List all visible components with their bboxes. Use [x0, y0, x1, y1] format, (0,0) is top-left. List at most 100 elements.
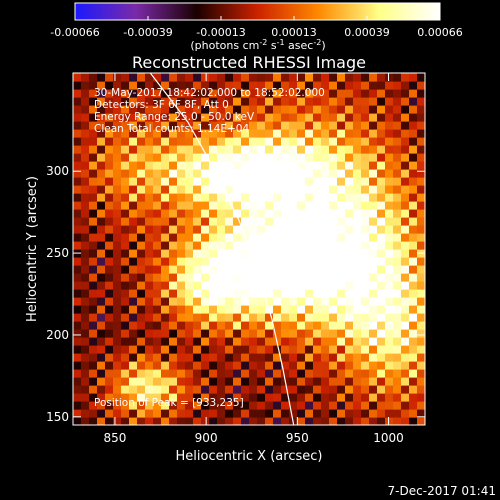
heatmap-cell: [249, 329, 258, 338]
heatmap-cell: [201, 193, 210, 202]
heatmap-cell: [281, 145, 290, 154]
heatmap-cell: [225, 217, 234, 226]
heatmap-cell: [385, 353, 394, 362]
heatmap-cell: [377, 417, 386, 425]
heatmap-cell: [113, 153, 122, 162]
heatmap-cell: [161, 249, 170, 258]
heatmap-cell: [89, 193, 98, 202]
heatmap-cell: [305, 241, 314, 250]
heatmap-cell: [193, 241, 202, 250]
heatmap-cell: [73, 377, 82, 386]
heatmap-cell: [241, 97, 250, 106]
heatmap-cell: [305, 97, 314, 106]
heatmap-cell: [393, 73, 402, 82]
heatmap-cell: [185, 273, 194, 282]
heatmap-cell: [177, 113, 186, 122]
heatmap-cell: [233, 265, 242, 274]
heatmap-cell: [185, 145, 194, 154]
heatmap-cell: [177, 73, 186, 82]
heatmap-cell: [377, 169, 386, 178]
heatmap-cell: [353, 201, 362, 210]
heatmap-cell: [129, 417, 138, 425]
heatmap-cell: [249, 137, 258, 146]
heatmap-cell: [297, 377, 306, 386]
heatmap-cell: [73, 329, 82, 338]
heatmap-cell: [297, 305, 306, 314]
heatmap-cell: [193, 89, 202, 98]
heatmap-cell: [345, 369, 354, 378]
heatmap-cell: [417, 417, 425, 425]
heatmap-cell: [105, 137, 114, 146]
heatmap-cell: [233, 209, 242, 218]
heatmap-cell: [329, 289, 338, 298]
heatmap-cell: [225, 193, 234, 202]
heatmap-cell: [73, 105, 82, 114]
heatmap-cell: [145, 73, 154, 82]
heatmap-cell: [289, 265, 298, 274]
heatmap-cell: [385, 97, 394, 106]
heatmap-cell: [73, 281, 82, 290]
heatmap-cell: [121, 321, 130, 330]
heatmap-cell: [337, 201, 346, 210]
heatmap-cell: [393, 137, 402, 146]
heatmap-cell: [209, 353, 218, 362]
heatmap-cell: [217, 137, 226, 146]
heatmap-cell: [289, 249, 298, 258]
heatmap-cell: [289, 97, 298, 106]
heatmap-cell: [81, 329, 90, 338]
heatmap-cell: [241, 169, 250, 178]
heatmap-cell: [417, 169, 425, 178]
heatmap-cell: [137, 353, 146, 362]
heatmap-cell: [169, 385, 178, 394]
heatmap-cell: [209, 241, 218, 250]
heatmap-cell: [233, 305, 242, 314]
heatmap-cell: [89, 169, 98, 178]
heatmap-cell: [233, 377, 242, 386]
heatmap-cell: [121, 297, 130, 306]
heatmap-cell: [161, 121, 170, 130]
heatmap-cell: [369, 409, 378, 418]
heatmap-cell: [417, 153, 425, 162]
heatmap-cell: [345, 145, 354, 154]
heatmap-cell: [153, 209, 162, 218]
heatmap-cell: [393, 89, 402, 98]
heatmap-cell: [73, 337, 82, 346]
heatmap-cell: [169, 241, 178, 250]
heatmap-cell: [305, 81, 314, 90]
heatmap-cell: [401, 265, 410, 274]
heatmap-cell: [361, 313, 370, 322]
heatmap-cell: [201, 281, 210, 290]
heatmap-cell: [289, 305, 298, 314]
heatmap-cell: [129, 73, 138, 82]
heatmap-cell: [153, 185, 162, 194]
heatmap-cell: [145, 185, 154, 194]
heatmap-cell: [353, 169, 362, 178]
heatmap-cell: [329, 321, 338, 330]
heatmap-cell: [305, 137, 314, 146]
heatmap-cell: [121, 185, 130, 194]
heatmap-cell: [385, 249, 394, 258]
heatmap-cell: [297, 209, 306, 218]
heatmap-cell: [113, 417, 122, 425]
heatmap-cell: [313, 361, 322, 370]
heatmap-cell: [401, 217, 410, 226]
heatmap-cell: [209, 289, 218, 298]
heatmap-cell: [201, 353, 210, 362]
heatmap-cell: [361, 297, 370, 306]
heatmap-cell: [233, 129, 242, 138]
heatmap-cell: [121, 145, 130, 154]
heatmap-cell: [417, 161, 425, 170]
heatmap-cell: [217, 209, 226, 218]
heatmap-cell: [353, 89, 362, 98]
heatmap-cell: [241, 73, 250, 82]
heatmap-cell: [97, 305, 106, 314]
heatmap-cell: [113, 185, 122, 194]
heatmap-cell: [385, 89, 394, 98]
heatmap-cell: [361, 217, 370, 226]
heatmap-cell: [369, 401, 378, 410]
heatmap-cell: [209, 401, 218, 410]
heatmap-cell: [97, 177, 106, 186]
heatmap-cell: [137, 361, 146, 370]
